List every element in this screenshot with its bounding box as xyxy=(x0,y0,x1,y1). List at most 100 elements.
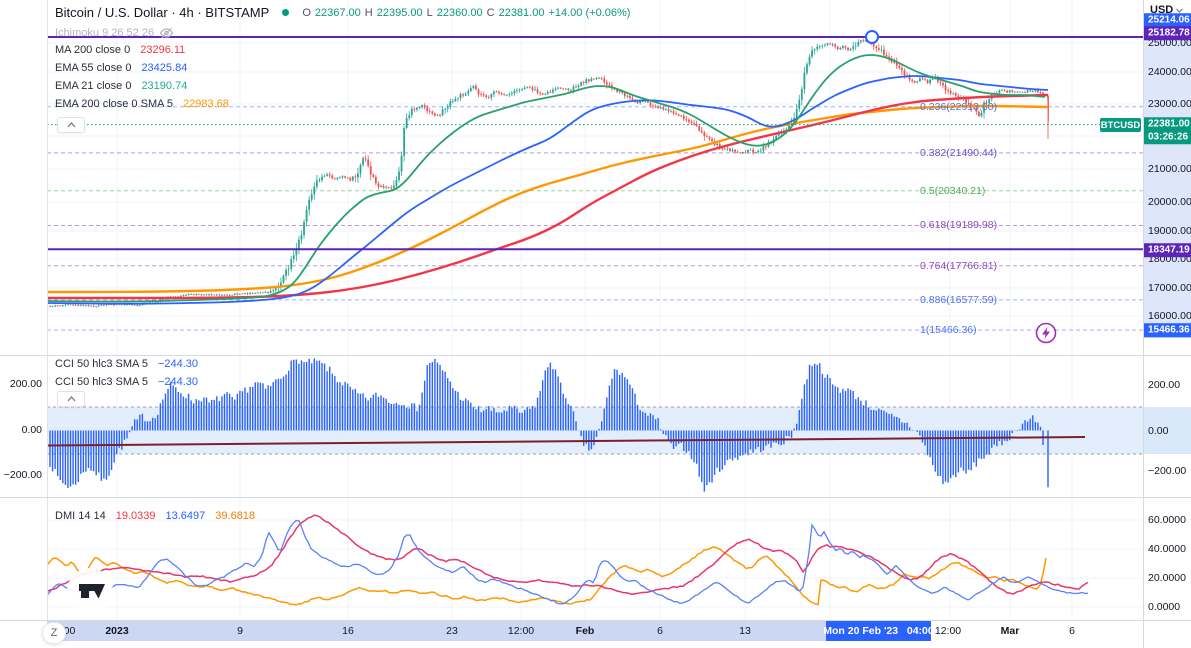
cci-left-tick-label: 0.00 xyxy=(21,424,42,436)
price-tick-label: 16000.00 xyxy=(1148,310,1191,322)
indicator-label: CCI 50 hlc3 SMA 5 xyxy=(55,358,148,370)
indicator-value: 23425.84 xyxy=(141,62,188,74)
indicator-label: EMA 21 close 0 xyxy=(55,80,132,92)
fib-level-label: 0.618(19189.98) xyxy=(920,219,998,232)
indicator-value: −244.30 xyxy=(157,358,199,370)
left-margin-border xyxy=(47,0,48,620)
price-tag: 25182.78 xyxy=(1144,26,1191,40)
ma200-line xyxy=(46,93,1049,300)
candles-down-bodies xyxy=(49,39,1049,307)
time-tick-label: 12:00 xyxy=(507,625,535,637)
time-tick-label: 6 xyxy=(657,625,663,637)
cci-pane[interactable] xyxy=(0,355,1191,497)
price-tick-label: 20000.00 xyxy=(1148,196,1191,208)
indicator-value: 22983.68 xyxy=(183,98,229,110)
fib-level-label: 0.764(17766.81) xyxy=(920,259,998,272)
price-tick-label: 24000.00 xyxy=(1148,66,1191,78)
axis-separator xyxy=(0,620,1191,621)
currency-dropdown[interactable]: USD xyxy=(1150,4,1184,16)
di-plus-value: 19.0339 xyxy=(115,510,156,522)
ema55-line xyxy=(46,75,1049,305)
currency-label: USD xyxy=(1150,4,1174,16)
scale-tick-label: 0.00 xyxy=(1148,425,1169,437)
fib-level-label: 1(15466.36) xyxy=(920,324,977,336)
di-plus-line xyxy=(46,514,1089,596)
price-tag: 25214.06 xyxy=(1144,13,1191,27)
pane-separator[interactable] xyxy=(0,497,1191,498)
low-label: L xyxy=(426,6,433,19)
chevron-up-icon xyxy=(67,122,75,128)
time-axis[interactable]: :00 2023 9 16 23 12:00 Feb 6 13 12:00 Mar 6 Mon 20 … xyxy=(0,620,1191,648)
price-tag: 18347.19 xyxy=(1144,243,1191,257)
chevron-down-icon xyxy=(1176,8,1184,13)
open-label: O xyxy=(302,6,311,19)
legend-row-ema55[interactable]: EMA 55 close 0 23425.84 xyxy=(55,62,187,74)
price-tick-label: 17000.00 xyxy=(1148,282,1191,294)
cci-trend-line[interactable] xyxy=(46,436,1086,447)
indicator-label: MA 200 close 0 xyxy=(55,44,131,56)
cci-band-axis-highlight xyxy=(1144,407,1191,454)
scale-tick-label: 200.00 xyxy=(1148,379,1181,391)
time-tick-label: 23 xyxy=(446,625,458,637)
tradingview-logo[interactable] xyxy=(66,567,114,620)
price-tick-label: 21000.00 xyxy=(1148,163,1191,175)
price-tick-label: 23000.00 xyxy=(1148,98,1191,110)
main-price-pane[interactable] xyxy=(0,0,1191,355)
legend-row-ma200[interactable]: MA 200 close 0 23296.11 xyxy=(55,44,185,56)
symbol-price-line-tag: BTCUSD xyxy=(1100,118,1141,132)
close-label: C xyxy=(486,6,495,19)
timezone-button[interactable]: Z xyxy=(42,622,66,644)
price-tag: 03:26:26 xyxy=(1144,130,1191,144)
scale-tick-label: 20.0000 xyxy=(1148,572,1186,584)
crosshair-date-tag: Mon 20 Feb '23 04:00 xyxy=(823,620,934,641)
scale-tick-label: 60.0000 xyxy=(1148,514,1186,526)
scale-tick-label: −200.00 xyxy=(1148,465,1187,477)
indicator-label: Ichimoku 9 26 52 26 xyxy=(55,27,155,39)
time-tick-label: Feb xyxy=(575,625,595,637)
legend-row-dmi[interactable]: DMI 14 14 19.0339 13.6497 39.6818 xyxy=(55,510,255,522)
price-axis[interactable]: USD 25000.00 24000.00 23000.00 21000.00 2000… xyxy=(1143,0,1191,648)
indicator-label: DMI 14 14 xyxy=(55,510,106,522)
time-tick-label: 2023 xyxy=(105,625,129,637)
legend-row-ichimoku[interactable]: Ichimoku 9 26 52 26 xyxy=(55,27,174,39)
scale-tick-label: 0.0000 xyxy=(1148,601,1181,613)
cci-left-tick-label: −200.00 xyxy=(3,469,42,481)
indicator-label: EMA 200 close 0 SMA 5 xyxy=(55,98,174,110)
legend-row-ema200[interactable]: EMA 200 close 0 SMA 5 22983.68 xyxy=(55,98,229,110)
change-value: +14.00 (+0.06%) xyxy=(548,6,631,19)
indicator-label: EMA 55 close 0 xyxy=(55,62,132,74)
flash-icon[interactable] xyxy=(1035,322,1057,344)
indicator-label: CCI 50 hlc3 SMA 5 xyxy=(55,376,148,388)
time-tick-label: Mar xyxy=(1000,625,1020,637)
eye-off-icon[interactable] xyxy=(159,27,174,39)
line-anchor-handle[interactable] xyxy=(865,30,879,44)
open-value: 22367.00 xyxy=(314,6,361,19)
cci-bars xyxy=(49,358,1049,492)
legend-row-cci-1[interactable]: CCI 50 hlc3 SMA 5 −244.30 xyxy=(55,358,198,370)
fib-level-label: 0.886(16577.59) xyxy=(920,293,998,306)
fib-level-label: 0.5(20340.21) xyxy=(920,184,986,197)
time-tick-label: 6 xyxy=(1069,625,1075,637)
price-tick-label: 25000.00 xyxy=(1148,37,1191,49)
legend-row-ema21[interactable]: EMA 21 close 0 23190.74 xyxy=(55,80,187,92)
legend-row-cci-2[interactable]: CCI 50 hlc3 SMA 5 −244.30 xyxy=(55,376,198,388)
dmi-pane[interactable] xyxy=(0,497,1191,620)
scale-tick-label: 40.0000 xyxy=(1148,543,1186,555)
indicator-value: 23296.11 xyxy=(140,44,186,56)
fib-level-label: 0.382(21490.44) xyxy=(920,146,998,159)
high-label: H xyxy=(364,6,373,19)
ema21-line xyxy=(46,54,1046,303)
adx-value: 39.6818 xyxy=(215,510,256,522)
time-tick-label: 13 xyxy=(739,625,751,637)
symbol-title[interactable]: Bitcoin / U.S. Dollar · 4h · BITSTAMP xyxy=(55,5,270,20)
pane-separator[interactable] xyxy=(0,355,1191,356)
collapse-cci-pane-button[interactable] xyxy=(57,391,85,407)
ema200-line xyxy=(46,104,1049,294)
collapse-pane-button[interactable] xyxy=(57,117,85,133)
di-minus-value: 13.6497 xyxy=(165,510,206,522)
price-tick-label: 19000.00 xyxy=(1148,225,1191,237)
price-tag: 15466.36 xyxy=(1144,323,1191,337)
price-tag: 22381.00 xyxy=(1144,117,1191,131)
